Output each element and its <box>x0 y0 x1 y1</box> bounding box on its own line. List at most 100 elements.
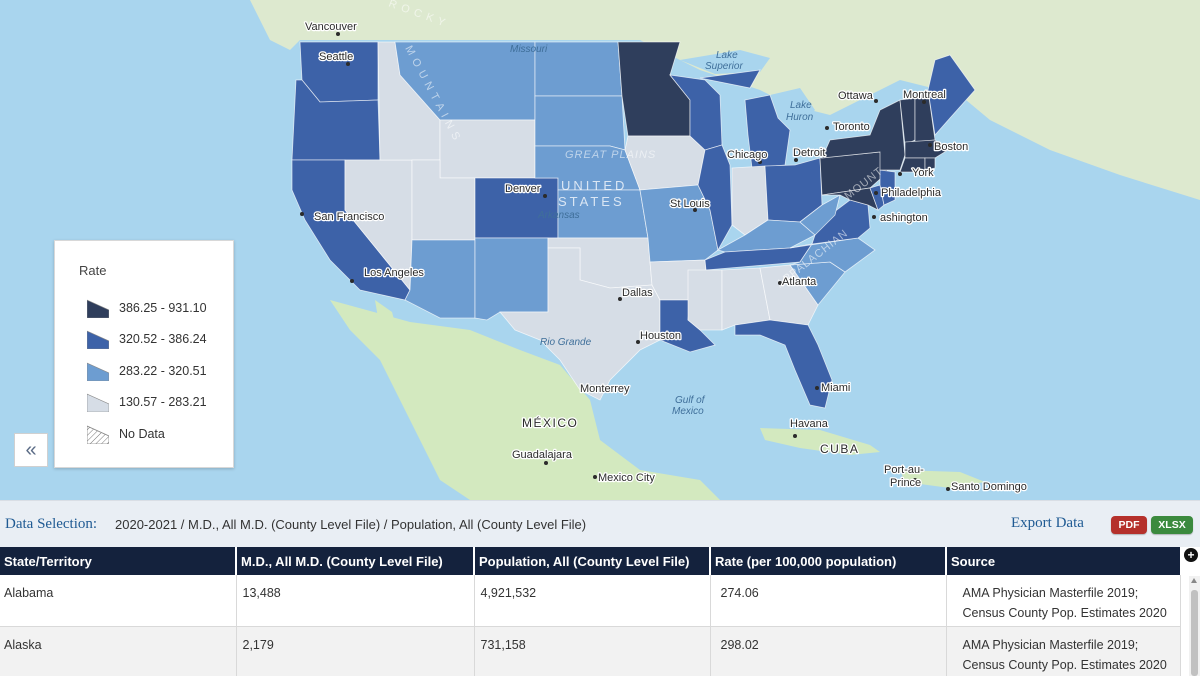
cuba-land <box>760 428 880 455</box>
cell-source: AMA Physician Masterfile 2019; Census Co… <box>946 575 1181 627</box>
map-label-lake-huron-1: Lake <box>790 100 812 111</box>
map-label-denver: Denver <box>505 183 541 195</box>
map-label-lake-superior-1: Lake <box>716 50 738 61</box>
export-data-label[interactable]: Export Data <box>1011 515 1084 531</box>
cell-rate: 274.06 <box>710 575 947 627</box>
source-line: Census County Pop. Estimates 2020 <box>962 658 1167 672</box>
state-massachusetts[interactable] <box>904 139 949 159</box>
state-north-carolina[interactable] <box>789 237 876 273</box>
state-georgia[interactable] <box>759 264 819 326</box>
export-xlsx-button[interactable]: XLSX <box>1151 516 1193 534</box>
map-label-lake-superior-2: Superior <box>705 61 743 72</box>
lake-superior <box>680 50 770 74</box>
map-label-rio-grande: Rio Grande <box>540 337 592 348</box>
state-west-virginia[interactable] <box>799 194 841 236</box>
state-new-york[interactable] <box>821 99 906 171</box>
map-label-vancouver: Vancouver <box>305 21 357 33</box>
legend-swatch-tier-3 <box>87 362 109 381</box>
legend-swatch-tier-1 <box>87 299 109 318</box>
legend-item: No Data <box>79 418 233 450</box>
map-label-ottawa: Ottawa <box>838 90 874 102</box>
data-selection-bar: Data Selection: 2020-2021 / M.D., All M.… <box>0 500 1200 547</box>
column-header-source[interactable]: Source <box>946 547 1180 575</box>
legend-swatch-tier-4 <box>87 393 109 413</box>
map-label-missouri: Missouri <box>510 44 548 55</box>
export-pdf-button[interactable]: PDF <box>1111 516 1147 534</box>
map-label-gulf-1: Gulf of <box>675 395 706 406</box>
state-connecticut[interactable] <box>899 157 926 173</box>
map-label-philadelphia: Philadelphia <box>881 187 942 199</box>
map-label-atlanta: Atlanta <box>782 276 817 288</box>
map-label-united: UNITED <box>561 178 627 193</box>
source-line: AMA Physician Masterfile 2019; <box>962 586 1139 600</box>
table-scrollbar[interactable] <box>1189 576 1200 676</box>
mexico-land <box>330 300 720 500</box>
legend-item-label: 130.57 - 283.21 <box>119 395 207 410</box>
legend-collapse-button[interactable]: « <box>14 433 48 467</box>
baja-land <box>375 300 420 412</box>
scroll-up-arrow-icon[interactable] <box>1191 578 1197 583</box>
state-iowa[interactable] <box>624 135 706 191</box>
table-header-row: State/Territory M.D., All M.D. (County L… <box>0 547 1180 575</box>
state-maine[interactable] <box>927 54 976 136</box>
legend-item: 320.52 - 386.24 <box>79 324 233 356</box>
scrollbar-thumb[interactable] <box>1191 590 1198 676</box>
state-florida[interactable] <box>734 319 833 409</box>
map-label-houston: Houston <box>640 330 681 342</box>
map-label-havana: Havana <box>790 418 829 430</box>
column-header-state[interactable]: State/Territory <box>0 547 237 575</box>
table-row[interactable]: Alabama 13,488 4,921,532 274.06 AMA Phys… <box>0 575 1181 627</box>
cell-population: 4,921,532 <box>474 575 711 627</box>
map-label-york: York <box>912 167 934 179</box>
legend-swatch-tier-2 <box>87 330 109 350</box>
double-chevron-left-icon: « <box>25 438 37 461</box>
map-label-port-au-prince-2: Prince <box>890 477 921 489</box>
source-line: AMA Physician Masterfile 2019; <box>962 638 1139 652</box>
map-label-miami: Miami <box>821 382 850 394</box>
map-label-lake-huron-2: Huron <box>786 112 814 123</box>
state-new-jersey[interactable] <box>879 169 896 206</box>
expand-plus-icon[interactable]: + <box>1184 548 1198 562</box>
map-label-chicago: Chicago <box>727 149 767 161</box>
map-label-gulf-2: Mexico <box>672 406 704 417</box>
city-dots <box>300 32 950 491</box>
legend-item: 130.57 - 283.21 <box>79 387 233 419</box>
column-header-population[interactable]: Population, All (County Level File) <box>474 547 711 575</box>
state-north-dakota[interactable] <box>534 41 623 97</box>
map-label-st-louis: St Louis <box>670 198 710 210</box>
map-label-boston: Boston <box>934 141 968 153</box>
cell-population: 731,158 <box>474 626 711 676</box>
state-south-dakota[interactable] <box>534 95 626 151</box>
map-label-mexico-country: MÉXICO <box>522 415 578 430</box>
cell-source: AMA Physician Masterfile 2019; Census Co… <box>946 626 1181 676</box>
legend-item-label: 283.22 - 320.51 <box>119 363 207 378</box>
data-table-container[interactable]: State/Territory M.D., All M.D. (County L… <box>0 547 1200 676</box>
map-label-guadalajara: Guadalajara <box>512 449 573 461</box>
map-label-toronto: Toronto <box>833 121 870 133</box>
hispaniola-land <box>900 470 985 488</box>
cell-md: 13,488 <box>236 575 475 627</box>
column-header-md[interactable]: M.D., All M.D. (County Level File) <box>236 547 475 575</box>
legend-item-label: 320.52 - 386.24 <box>119 332 207 347</box>
map-label-cuba: CUBA <box>820 442 859 456</box>
state-mississippi[interactable] <box>687 269 723 331</box>
legend-swatch-no-data <box>87 425 109 444</box>
map-label-dallas: Dallas <box>622 287 653 299</box>
legend-title: Rate <box>79 263 107 278</box>
map-label-monterrey: Monterrey <box>580 383 630 395</box>
map-label-montreal: Montreal <box>903 89 946 101</box>
map-label-detroit: Detroit <box>793 147 825 159</box>
state-illinois[interactable] <box>697 144 733 252</box>
map-label-states: STATES <box>558 194 625 209</box>
state-new-mexico[interactable] <box>474 237 549 321</box>
cell-state: Alaska <box>0 626 237 676</box>
legend-item: 283.22 - 320.51 <box>79 355 233 387</box>
map-label-washington: ashington <box>880 212 928 224</box>
lake-huron <box>770 88 815 130</box>
map-label-mexico-city: Mexico City <box>598 472 655 484</box>
state-michigan[interactable] <box>699 69 791 169</box>
state-rhode-island[interactable] <box>924 157 936 171</box>
data-table: State/Territory M.D., All M.D. (County L… <box>0 547 1181 676</box>
column-header-rate[interactable]: Rate (per 100,000 population) <box>710 547 947 575</box>
table-row[interactable]: Alaska 2,179 731,158 298.02 AMA Physicia… <box>0 626 1181 676</box>
